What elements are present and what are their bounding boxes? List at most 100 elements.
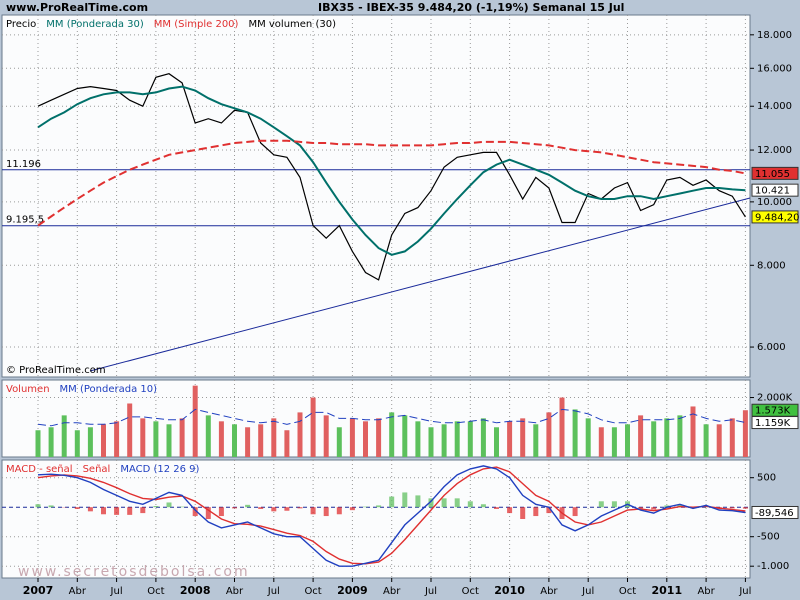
volume-bar	[376, 418, 382, 457]
histogram-bar	[245, 504, 251, 508]
histogram-bar	[363, 506, 368, 508]
histogram-bar	[35, 504, 41, 508]
watermark: www.secretosdebolsa.com	[18, 564, 250, 580]
histogram-bar	[114, 507, 120, 515]
price-tag-label: -89,546	[755, 508, 794, 519]
histogram-bar	[520, 507, 526, 519]
volume-bar	[218, 421, 224, 457]
histogram-bar	[638, 507, 644, 509]
panel	[1, 459, 751, 579]
volume-bar	[533, 424, 539, 457]
volume-bar	[480, 418, 486, 457]
volume-bar	[336, 427, 342, 457]
volume-bar	[114, 421, 120, 457]
x-tick-label: Abr	[226, 586, 244, 597]
histogram-bar	[533, 507, 539, 517]
price-tag	[751, 416, 799, 430]
legend-entry: MACD (12 26 9)	[120, 464, 199, 475]
series-line	[37, 139, 746, 227]
volume-bar	[598, 427, 604, 457]
legend-entry: Precio	[6, 19, 36, 30]
legend-entry: MM (Simple 200)	[154, 19, 239, 30]
legend-entry: Señal	[83, 464, 111, 475]
volume-bar	[363, 421, 368, 457]
histogram-bar	[651, 507, 657, 510]
y-tick-label: -500	[757, 532, 780, 543]
price-tag	[751, 210, 799, 224]
histogram-bar	[376, 505, 382, 508]
series-line	[37, 85, 746, 256]
y-tick-label: 6.000	[757, 342, 786, 353]
x-tick-label: Jul	[738, 586, 751, 597]
volume-bar	[232, 424, 237, 457]
volume-bar	[284, 430, 290, 457]
x-tick-label: Jul	[581, 586, 594, 597]
histogram-bar	[127, 507, 133, 515]
histogram-bar	[323, 507, 329, 517]
x-tick-label: Jul	[267, 586, 280, 597]
x-tick-label: Oct	[619, 586, 636, 597]
histogram-bar	[428, 498, 434, 508]
price-tag-label: 9.484,20	[755, 212, 800, 223]
histogram-bar	[572, 507, 578, 517]
x-tick-label: Jul	[110, 586, 123, 597]
histogram-bar	[598, 501, 604, 508]
chart-title: IBX35 - IBEX-35 9.484,20 (-1,19%) Semana…	[318, 1, 624, 14]
volume-bar	[520, 418, 526, 457]
histogram-bar	[480, 504, 486, 508]
price-tag	[751, 166, 799, 180]
series-line	[37, 465, 746, 567]
volume-bar	[192, 385, 198, 457]
histogram-bar	[218, 507, 224, 517]
y-tick-label: 14.000	[757, 101, 792, 112]
histogram-bar	[232, 507, 237, 509]
volume-bar	[166, 424, 172, 457]
histogram-bar	[179, 506, 185, 508]
volume-bar	[664, 418, 670, 457]
volume-bar	[546, 412, 552, 457]
histogram-bar	[389, 496, 395, 508]
histogram-bar	[48, 505, 54, 508]
y-tick-label: -1.000	[757, 561, 789, 572]
volume-bar	[297, 412, 303, 457]
x-tick-label: Oct	[304, 586, 321, 597]
x-tick-label: Abr	[69, 586, 87, 597]
volume-bar	[101, 424, 106, 457]
x-tick-label: Oct	[462, 586, 479, 597]
histogram-bar	[336, 507, 342, 515]
volume-bar	[454, 421, 460, 457]
histogram-bar	[664, 505, 670, 508]
histogram-bar	[415, 495, 421, 508]
histogram-bar	[74, 507, 80, 509]
y-tick-label: 10.000	[757, 197, 792, 208]
volume-bar	[729, 418, 735, 457]
histogram-bar	[153, 506, 159, 508]
histogram-bar	[402, 492, 408, 508]
trend-line	[89, 197, 751, 372]
histogram-bar	[729, 507, 735, 509]
histogram-bar	[349, 507, 355, 511]
x-tick-label: 2007	[23, 584, 54, 597]
volume-bar	[179, 418, 185, 457]
price-tag	[751, 505, 799, 519]
legend-entry: MM (Ponderada 30)	[46, 19, 144, 30]
y-tick-label: 8.000	[757, 260, 786, 271]
volume-bar	[572, 409, 578, 457]
y-tick-label: 18.000	[757, 30, 792, 41]
histogram-bar	[166, 502, 172, 508]
volume-bar	[323, 415, 329, 457]
x-tick-label: 2010	[494, 584, 525, 597]
volume-bar	[415, 421, 421, 457]
volume-bar	[651, 421, 657, 457]
series-line	[37, 466, 746, 565]
volume-bar	[74, 430, 80, 457]
y-tick-label: 12.000	[757, 145, 792, 156]
volume-bar	[61, 415, 67, 457]
volume-bar	[677, 415, 683, 457]
volume-bar	[625, 424, 630, 457]
volume-bar	[441, 424, 447, 457]
price-tag-label: 10.421	[755, 186, 790, 197]
volume-bar	[559, 397, 565, 457]
volume-bar	[611, 427, 617, 457]
volume-bar	[507, 421, 513, 457]
